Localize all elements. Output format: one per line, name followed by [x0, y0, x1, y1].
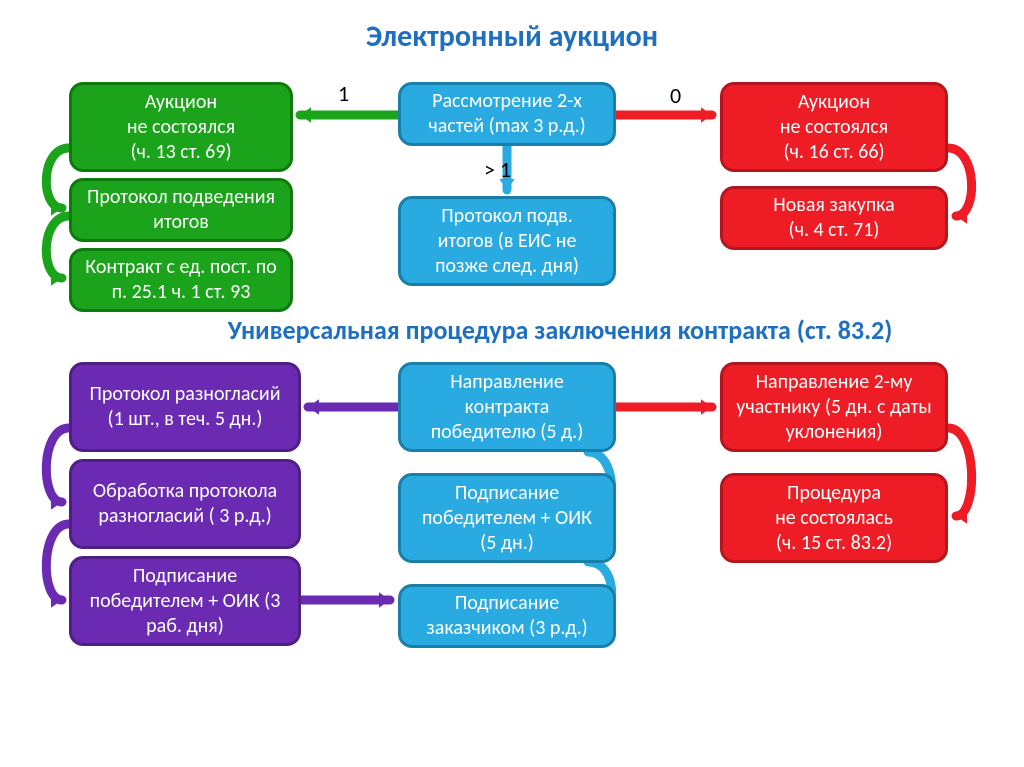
- n-purp-3: Подписание победителем + ОИК (3 раб. дня…: [69, 556, 301, 646]
- a11: [948, 428, 972, 516]
- lbl-1: 1: [338, 80, 349, 107]
- a6: [948, 148, 972, 216]
- n-green-3: Контракт с ед. пост. по п. 25.1 ч. 1 ст.…: [69, 248, 293, 312]
- n-blue-1: Рассмотрение 2-х частей (max 3 р.д.): [398, 82, 616, 146]
- n-blue-5: Подписание заказчиком (3 р.д.): [398, 584, 616, 648]
- lbl-g1: > 1: [484, 156, 511, 183]
- lbl-0: 0: [670, 82, 681, 109]
- title-main: Электронный аукцион: [320, 18, 704, 55]
- diagram-canvas: Электронный аукцион Универсальная процеду…: [0, 0, 1024, 767]
- n-red-2: Новая закупка(ч. 4 ст. 71): [720, 186, 948, 250]
- a4: [46, 148, 69, 208]
- n-red-1: Аукционне состоялся(ч. 16 ст. 66): [720, 82, 948, 172]
- n-green-1: Аукционне состоялся(ч. 13 ст. 69): [69, 82, 293, 172]
- n-blue-4: Подписание победителем + ОИК (5 дн.): [398, 473, 616, 563]
- title-sub: Универсальная процедура заключения контр…: [170, 314, 950, 346]
- n-red-4: Процедуране состоялась(ч. 15 ст. 83.2): [720, 473, 948, 563]
- n-blue-3: Направление контракта победителю (5 д.): [398, 362, 616, 452]
- n-blue-2: Протокол подв. итогов (в ЕИС не позже сл…: [398, 196, 616, 286]
- a13: [46, 524, 69, 600]
- n-green-2: Протокол подведения итогов: [69, 178, 293, 242]
- a12: [46, 428, 69, 502]
- a5: [46, 216, 69, 278]
- n-purp-2: Обработка протокола разногласий ( 3 р.д.…: [69, 459, 301, 549]
- n-purp-1: Протокол разногласий (1 шт., в теч. 5 дн…: [69, 362, 301, 452]
- n-red-3: Направление 2-му участнику (5 дн. с даты…: [720, 362, 948, 452]
